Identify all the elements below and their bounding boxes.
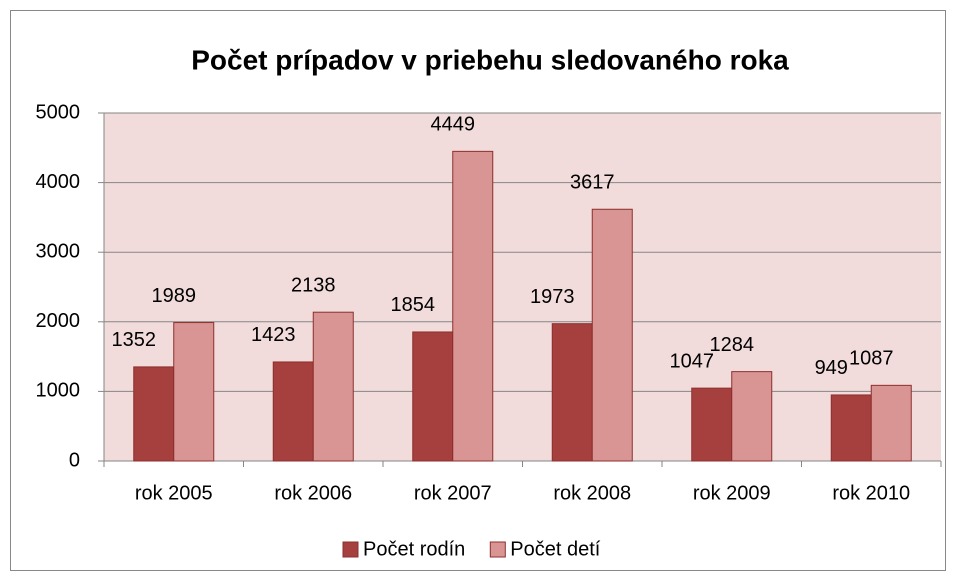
data-label: 1973 [530,286,575,308]
y-tick-label: 5000 [36,101,81,123]
legend-swatch [489,541,506,558]
data-label: 4449 [431,114,476,136]
legend-label: Počet rodín [363,538,465,560]
data-label: 1854 [391,294,436,316]
y-tick-label: 0 [69,449,80,471]
bar [731,371,773,462]
y-tick-label: 4000 [36,171,81,193]
data-label: 1352 [112,329,157,351]
bar [691,387,733,462]
bar [412,331,454,462]
y-tick-label: 2000 [36,310,81,332]
bar [272,361,314,462]
bar [830,394,872,462]
bar [133,366,175,462]
data-label: 3617 [570,172,615,194]
plot-area [104,113,941,461]
bar [870,384,912,462]
data-label: 1423 [251,324,296,346]
x-tick-label: rok 2007 [414,482,492,504]
legend-label: Počet detí [510,538,601,560]
data-label: 1284 [710,334,755,356]
x-tick-label: rok 2005 [135,482,213,504]
data-label: 2138 [291,274,336,296]
y-tick-label: 1000 [36,380,81,402]
bar [312,311,354,462]
bar [591,208,633,462]
chart-title: Počet prípadov v priebehu sledovaného ro… [191,44,789,75]
bar [551,323,593,462]
data-label: 1989 [152,285,197,307]
y-tick-label: 3000 [36,240,81,262]
bar [173,322,215,462]
bar [452,150,494,462]
data-label: 1047 [670,350,715,372]
legend-swatch [342,541,359,558]
x-tick-label: rok 2006 [274,482,352,504]
data-label: 1087 [849,348,894,370]
x-tick-label: rok 2008 [553,482,631,504]
x-tick-label: rok 2009 [693,482,771,504]
x-tick-label: rok 2010 [832,482,910,504]
data-label: 949 [815,357,848,379]
